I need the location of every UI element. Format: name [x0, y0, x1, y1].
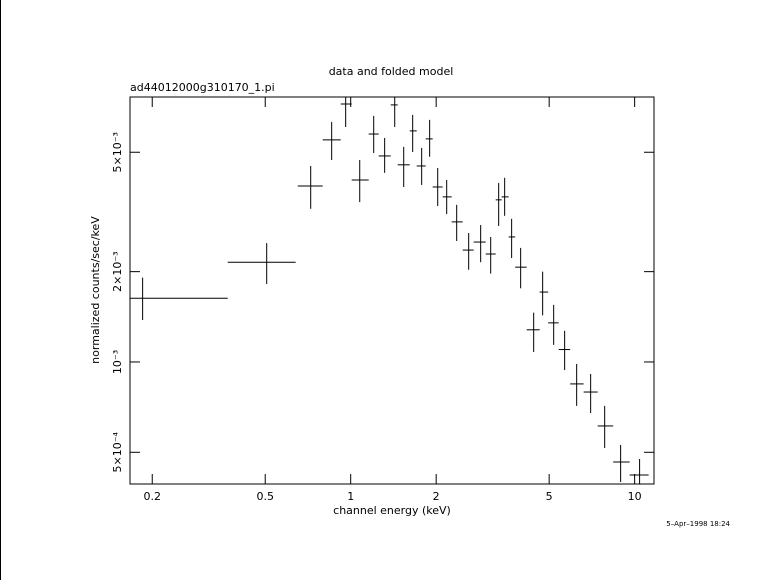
y-tick-label: 2×10⁻³: [111, 251, 124, 291]
x-tick-label: 2: [433, 490, 440, 503]
chart-title: data and folded model: [329, 65, 454, 78]
x-tick-label: 0.2: [143, 490, 161, 503]
x-tick-label: 0.5: [256, 490, 274, 503]
y-tick-label: 10⁻³: [111, 350, 124, 374]
x-tick-label: 1: [347, 490, 354, 503]
y-axis-label: normalized counts/sec/keV: [89, 216, 102, 364]
x-tick-label: 5: [546, 490, 553, 503]
chart-subtitle: ad44012000g310170_1.pi: [130, 81, 275, 94]
plot-frame: [129, 96, 655, 485]
x-axis-label: channel energy (keV): [333, 504, 451, 517]
timestamp: 5–Apr–1998 18:24: [666, 520, 730, 528]
x-tick-label: 10: [628, 490, 642, 503]
y-tick-label: 5×10⁻⁴: [111, 431, 124, 472]
y-tick-label: 5×10⁻³: [111, 132, 124, 172]
